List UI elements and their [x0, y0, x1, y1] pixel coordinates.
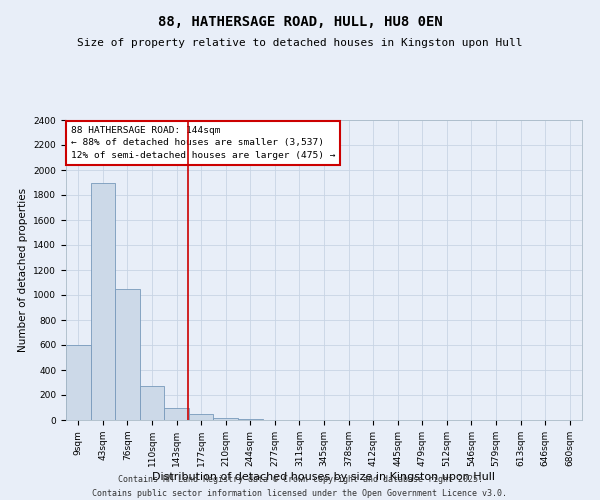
Bar — [140, 386, 164, 420]
Text: 88, HATHERSAGE ROAD, HULL, HU8 0EN: 88, HATHERSAGE ROAD, HULL, HU8 0EN — [158, 15, 442, 29]
Bar — [66, 345, 91, 420]
X-axis label: Distribution of detached houses by size in Kingston upon Hull: Distribution of detached houses by size … — [152, 472, 496, 482]
Text: 88 HATHERSAGE ROAD: 144sqm
← 88% of detached houses are smaller (3,537)
12% of s: 88 HATHERSAGE ROAD: 144sqm ← 88% of deta… — [71, 126, 335, 160]
Text: Size of property relative to detached houses in Kingston upon Hull: Size of property relative to detached ho… — [77, 38, 523, 48]
Bar — [189, 414, 214, 420]
Bar — [91, 182, 115, 420]
Bar — [115, 289, 140, 420]
Y-axis label: Number of detached properties: Number of detached properties — [18, 188, 28, 352]
Bar — [214, 418, 238, 420]
Bar — [164, 408, 189, 420]
Text: Contains HM Land Registry data © Crown copyright and database right 2025.
Contai: Contains HM Land Registry data © Crown c… — [92, 476, 508, 498]
